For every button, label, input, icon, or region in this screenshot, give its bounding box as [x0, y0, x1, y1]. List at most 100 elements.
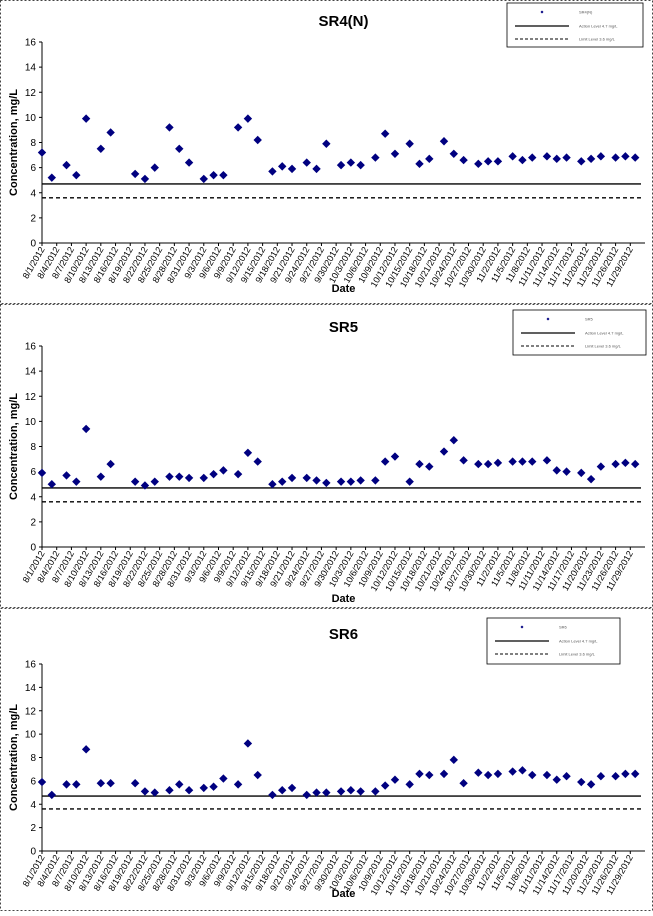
data-point	[219, 170, 228, 180]
data-point	[287, 473, 297, 483]
data-point	[37, 148, 47, 157]
data-point	[483, 157, 493, 166]
data-point	[253, 135, 262, 145]
data-point	[219, 774, 228, 783]
data-point	[380, 129, 390, 138]
data-point	[474, 459, 483, 469]
legend-label: SR4(N)	[579, 10, 593, 15]
data-point	[81, 424, 91, 434]
data-point	[577, 157, 586, 166]
data-point	[596, 152, 606, 161]
legend-label: Action Level 4.7 mg/L	[559, 639, 598, 644]
chart-title: SR4(N)	[318, 13, 368, 30]
data-point	[483, 459, 493, 469]
data-point	[150, 477, 159, 486]
data-point	[322, 478, 331, 488]
data-point	[630, 769, 640, 779]
legend-marker	[546, 317, 550, 321]
data-point	[184, 158, 194, 167]
y-tick-label: 2	[30, 517, 36, 528]
data-point	[130, 169, 140, 179]
data-point	[253, 770, 262, 780]
data-point	[518, 155, 527, 165]
data-point	[233, 469, 243, 479]
data-point	[552, 775, 561, 784]
data-point	[72, 780, 81, 789]
y-tick-label: 10	[25, 730, 37, 741]
data-point	[37, 468, 47, 478]
data-point	[312, 788, 321, 797]
data-point	[390, 775, 400, 784]
data-point	[37, 777, 47, 787]
data-point	[493, 458, 503, 468]
data-point	[175, 780, 184, 789]
data-point	[199, 174, 208, 184]
y-tick-label: 6	[30, 163, 36, 174]
data-point	[209, 782, 218, 791]
data-point	[140, 481, 150, 490]
y-tick-label: 0	[30, 239, 36, 250]
data-point	[459, 155, 468, 165]
data-point	[243, 448, 253, 457]
data-point	[302, 473, 311, 483]
data-point	[130, 477, 140, 486]
data-point	[72, 477, 81, 486]
data-point	[415, 159, 424, 169]
data-point	[439, 137, 449, 146]
data-point	[493, 157, 503, 166]
data-point	[47, 173, 57, 182]
data-point	[552, 154, 561, 164]
y-tick-label: 14	[25, 63, 37, 74]
y-tick-label: 8	[30, 442, 36, 453]
data-point	[528, 457, 537, 466]
legend-label: Limit Level 3.6 mg/L	[579, 37, 616, 42]
data-point	[493, 769, 503, 779]
data-point	[346, 786, 356, 795]
data-point	[312, 164, 321, 174]
legend-label: Limit Level 3.6 mg/L	[559, 652, 596, 657]
data-point	[425, 154, 434, 164]
chart-panel-sr5: SR5 0 2 4 6 8 10 12 14 16 Concentration, mg/L 8/1/2…	[0, 304, 653, 608]
data-point	[425, 462, 434, 471]
data-point	[62, 471, 71, 480]
y-tick-label: 14	[25, 683, 37, 694]
data-point	[106, 779, 115, 788]
data-point	[150, 788, 159, 797]
data-point	[474, 159, 483, 169]
data-point	[577, 777, 586, 787]
data-point	[253, 457, 262, 466]
data-point	[96, 144, 106, 153]
y-tick-label: 12	[25, 88, 37, 99]
legend-label: Limit Level 3.6 mg/L	[585, 344, 622, 349]
chart-panel-sr6: SR6 0 2 4 6 8 10 12 14 16 Concentration, mg/L 8/1/2…	[0, 608, 653, 911]
data-point	[312, 476, 321, 485]
data-point	[287, 783, 297, 793]
data-point	[596, 772, 606, 781]
y-tick-label: 6	[30, 776, 36, 787]
legend-label: SR6	[559, 625, 568, 630]
data-point	[562, 772, 571, 781]
legend-label: SR5	[585, 317, 594, 322]
panel-frame	[0, 304, 653, 608]
data-point	[508, 457, 517, 466]
y-tick-label: 0	[30, 847, 36, 858]
data-point	[371, 153, 380, 162]
data-point	[140, 787, 150, 796]
y-axis-label: Concentration, mg/L	[8, 704, 20, 811]
data-point	[96, 779, 106, 788]
y-tick-label: 4	[30, 492, 36, 503]
data-point	[184, 473, 194, 483]
y-tick-label: 8	[30, 753, 36, 764]
y-tick-label: 12	[25, 392, 37, 403]
data-point	[47, 790, 57, 800]
data-point	[586, 780, 596, 789]
data-point	[302, 790, 311, 800]
data-point	[175, 144, 184, 153]
chart-panel-sr4n: SR4(N) 0 2 4 6 8 10 12 14 16 Concentration, mg/L 8/…	[0, 0, 653, 304]
data-point	[621, 458, 630, 468]
y-tick-label: 16	[25, 38, 37, 49]
data-point	[346, 477, 356, 486]
y-tick-label: 4	[30, 188, 36, 199]
data-point	[508, 152, 517, 161]
data-point	[621, 769, 630, 779]
